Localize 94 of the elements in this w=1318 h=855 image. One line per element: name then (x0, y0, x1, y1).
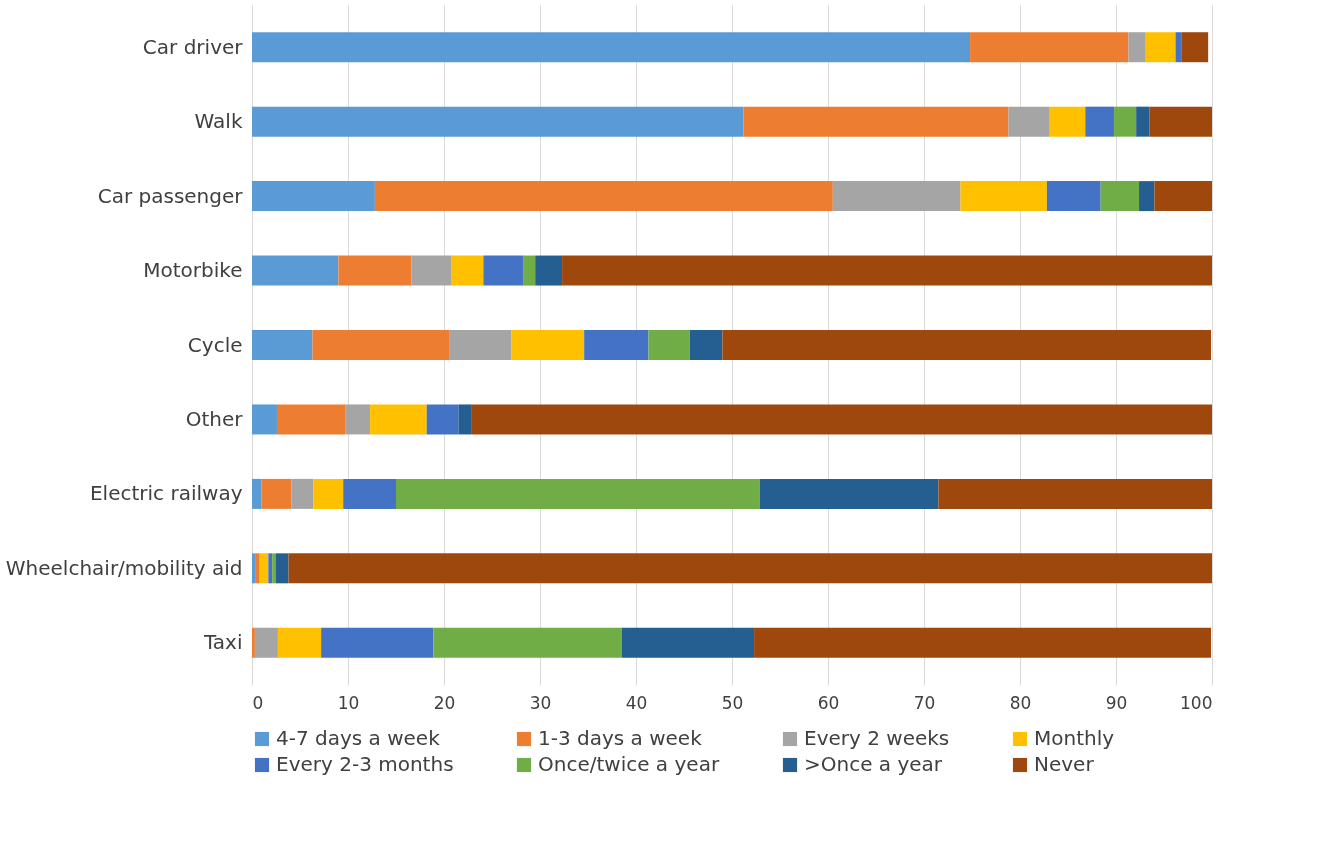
bar (254, 627, 278, 658)
y-tick-label: Walk (194, 109, 243, 134)
bar (252, 255, 339, 286)
legend-label: Once/twice a year (538, 752, 720, 776)
bar (722, 330, 1212, 360)
bar (259, 553, 269, 584)
bar (1181, 32, 1209, 63)
bar (370, 404, 427, 435)
bar (938, 478, 1212, 509)
bar (426, 404, 459, 435)
bar (411, 255, 452, 286)
bar (1145, 32, 1176, 63)
bar (1049, 106, 1086, 137)
legend-label: Every 2 weeks (804, 726, 950, 750)
bar (1100, 181, 1140, 212)
bar (312, 330, 450, 360)
legend-label: Every 2-3 months (276, 752, 454, 776)
bar (471, 404, 1212, 435)
bar (458, 404, 472, 435)
x-tick-label: 80 (1009, 692, 1032, 713)
bar (621, 627, 755, 658)
bar (313, 478, 344, 509)
bar (451, 255, 484, 286)
bar (1149, 106, 1212, 137)
bar (1046, 181, 1101, 212)
bar (1128, 32, 1146, 63)
bar (1114, 106, 1137, 137)
bar (291, 478, 314, 509)
y-tick-label: Car driver (142, 34, 244, 59)
x-tick-label: 10 (337, 692, 360, 713)
bar (1085, 106, 1115, 137)
bar (252, 553, 256, 584)
y-tick-label: Wheelchair/mobility aid (5, 555, 243, 580)
y-tick-label: Taxi (202, 630, 243, 655)
bar (252, 106, 744, 137)
bar (483, 255, 524, 286)
bar (276, 553, 289, 584)
bar (832, 181, 961, 212)
bar (754, 627, 1212, 658)
bar (433, 627, 622, 658)
x-tick-label: 100 (1180, 692, 1213, 713)
bar (252, 330, 313, 360)
bar (255, 553, 260, 584)
legend-label: 4-7 days a week (276, 726, 441, 750)
bar (261, 478, 292, 509)
bar (343, 478, 396, 509)
bar (759, 478, 939, 509)
x-tick-label: 30 (529, 692, 552, 713)
y-tick-label: Cycle (187, 332, 243, 357)
bar (1154, 181, 1212, 212)
y-tick-label: Other (185, 406, 244, 431)
bar (535, 255, 563, 286)
bar (252, 32, 971, 63)
bar (252, 404, 277, 435)
bar (268, 553, 273, 584)
bar (523, 255, 536, 286)
bar (562, 255, 1212, 286)
x-tick-label: 70 (913, 692, 936, 713)
bar (584, 330, 649, 360)
bar (276, 404, 346, 435)
bar (277, 627, 322, 658)
x-tick-label: 60 (817, 692, 840, 713)
bar (252, 478, 262, 509)
legend-label: Never (1034, 752, 1095, 776)
bar (374, 181, 833, 212)
bar (272, 553, 276, 584)
x-tick-label: 50 (721, 692, 744, 713)
bar (689, 330, 723, 360)
x-tick-label: 90 (1105, 692, 1128, 713)
bar (1136, 106, 1150, 137)
x-tick-label: 20 (433, 692, 456, 713)
bar (743, 106, 1009, 137)
bar (1139, 181, 1155, 212)
bar (288, 553, 1212, 584)
bar (648, 330, 690, 360)
x-tick-label: 0 (252, 692, 264, 713)
bar (345, 404, 371, 435)
legend-label: 1-3 days a week (538, 726, 703, 750)
legend-label: >Once a year (804, 752, 943, 776)
y-tick-label: Car passenger (97, 183, 244, 208)
bar (449, 330, 512, 360)
legend-label: Monthly (1034, 726, 1115, 750)
bar (338, 255, 412, 286)
bar (1008, 106, 1050, 137)
bar (960, 181, 1047, 212)
y-tick-label: Electric railway (89, 481, 243, 506)
bar (252, 181, 375, 212)
bar (970, 32, 1129, 63)
x-tick-label: 40 (625, 692, 648, 713)
bar (252, 627, 255, 658)
y-tick-label: Motorbike (143, 258, 243, 283)
bar (396, 478, 760, 509)
bar (321, 627, 434, 658)
bar (511, 330, 585, 360)
